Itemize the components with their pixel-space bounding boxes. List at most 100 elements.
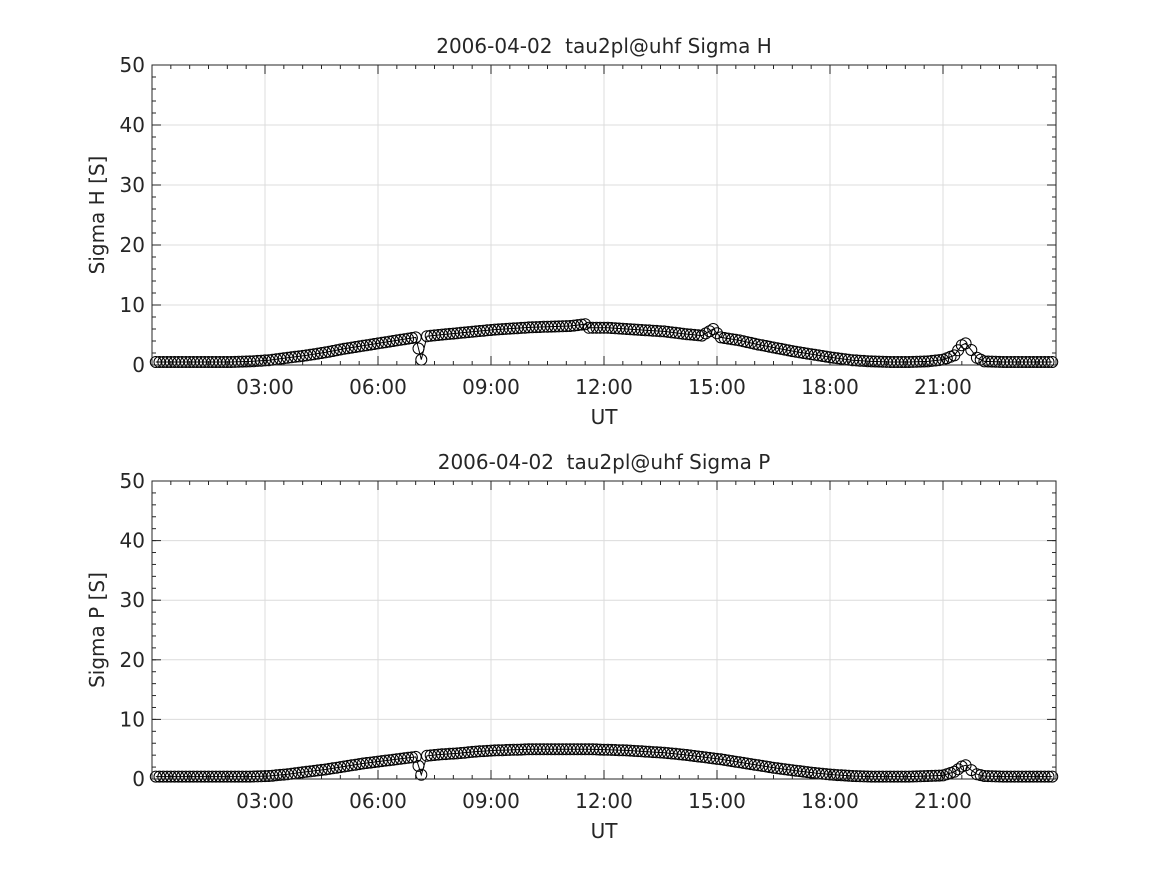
x-tick-label: 21:00 bbox=[914, 789, 972, 813]
data-point bbox=[323, 345, 335, 358]
data-point bbox=[801, 347, 814, 360]
data-point bbox=[756, 759, 769, 772]
axes-box bbox=[151, 480, 1057, 780]
data-point bbox=[793, 346, 806, 359]
data-point bbox=[711, 752, 723, 765]
data-point bbox=[726, 333, 739, 346]
y-tick-label: 30 bbox=[120, 173, 145, 197]
y-tick-label: 20 bbox=[120, 233, 145, 257]
chart-title: 2006-04-02 tau2pl@uhf Sigma H bbox=[436, 34, 772, 58]
data-point bbox=[405, 751, 418, 764]
data-point bbox=[752, 338, 765, 351]
data-point bbox=[379, 336, 392, 349]
data-point bbox=[760, 760, 772, 773]
x-tick-label: 18:00 bbox=[801, 789, 859, 813]
data-point bbox=[360, 339, 373, 352]
data-point bbox=[296, 349, 309, 362]
data-point bbox=[349, 341, 362, 353]
data-point bbox=[718, 332, 731, 344]
data-point bbox=[398, 333, 411, 346]
y-tick-label: 10 bbox=[120, 707, 145, 731]
data-point bbox=[368, 338, 381, 350]
data-point bbox=[820, 350, 833, 363]
y-tick-label: 0 bbox=[132, 767, 145, 791]
data-point bbox=[707, 323, 720, 335]
data-point bbox=[718, 753, 731, 766]
data-point bbox=[356, 339, 369, 352]
x-tick-label: 15:00 bbox=[688, 375, 746, 399]
y-tick-label: 50 bbox=[120, 53, 145, 77]
chart-title: 2006-04-02 tau2pl@uhf Sigma P bbox=[438, 450, 771, 474]
data-point bbox=[292, 350, 305, 363]
y-axis-label: Sigma H [S] bbox=[85, 156, 109, 275]
y-tick-label: 40 bbox=[120, 113, 145, 137]
y-tick-label: 30 bbox=[120, 588, 145, 612]
data-point bbox=[929, 354, 942, 367]
data-point bbox=[1042, 770, 1055, 783]
axes-box bbox=[151, 64, 1057, 366]
data-point bbox=[737, 756, 750, 769]
data-point bbox=[575, 318, 588, 331]
data-point bbox=[334, 343, 347, 356]
data-point bbox=[345, 341, 358, 354]
data-point bbox=[714, 331, 727, 344]
data-point bbox=[965, 344, 978, 356]
data-point bbox=[933, 769, 946, 782]
data-point bbox=[308, 348, 320, 361]
data-point bbox=[345, 759, 358, 772]
data-point bbox=[1038, 356, 1051, 368]
x-tick-label: 09:00 bbox=[462, 375, 520, 399]
data-point bbox=[808, 348, 821, 361]
data-point bbox=[353, 340, 366, 353]
data-point bbox=[341, 342, 354, 355]
data-point bbox=[1038, 770, 1051, 783]
data-point bbox=[744, 758, 757, 771]
x-tick-label: 09:00 bbox=[462, 789, 520, 813]
data-point bbox=[364, 338, 377, 351]
data-point bbox=[412, 759, 425, 772]
data-point bbox=[402, 332, 415, 345]
data-point bbox=[330, 344, 343, 357]
data-point bbox=[341, 759, 354, 772]
data-point bbox=[405, 332, 418, 344]
data-point bbox=[741, 336, 754, 349]
data-point bbox=[338, 760, 351, 773]
data-point bbox=[330, 761, 343, 774]
data-point bbox=[797, 347, 810, 359]
data-point bbox=[415, 768, 428, 781]
data-point bbox=[326, 762, 339, 775]
sigma-h-chart: 03:00 06:00 09:00 12:00 15:00 18:00 21:00 0 10 20… bbox=[85, 34, 1059, 429]
data-point bbox=[775, 342, 787, 355]
data-point bbox=[952, 763, 965, 776]
data-point bbox=[748, 758, 761, 771]
data-point bbox=[771, 342, 784, 355]
data-point bbox=[763, 340, 776, 353]
data-point bbox=[741, 757, 754, 770]
data-point bbox=[383, 335, 396, 348]
data-point bbox=[786, 345, 799, 358]
data-point bbox=[722, 754, 735, 767]
data-point bbox=[692, 329, 705, 342]
x-tick-label: 18:00 bbox=[801, 375, 859, 399]
y-tick-label: 0 bbox=[132, 353, 145, 377]
data-point bbox=[394, 333, 407, 346]
data-point bbox=[703, 325, 716, 338]
data-point bbox=[812, 349, 825, 362]
data-point bbox=[579, 318, 592, 331]
data-point bbox=[763, 761, 776, 774]
x-tick-label: 03:00 bbox=[236, 375, 294, 399]
data-point bbox=[372, 337, 384, 350]
y-axis-label: Sigma P [S] bbox=[85, 572, 109, 688]
data-point bbox=[1046, 356, 1059, 368]
y-tick-label: 20 bbox=[120, 648, 145, 672]
data-point bbox=[319, 763, 332, 776]
data-point bbox=[805, 348, 818, 361]
data-point bbox=[729, 333, 742, 346]
data-point bbox=[326, 345, 339, 357]
sigma-p-chart: 03:00 06:00 09:00 12:00 15:00 18:00 21:00 0 10 20… bbox=[85, 450, 1059, 843]
data-point bbox=[752, 759, 765, 772]
x-axis-label: UT bbox=[591, 819, 619, 843]
y-tick-label: 40 bbox=[120, 529, 145, 553]
data-point bbox=[733, 334, 746, 347]
x-tick-label: 12:00 bbox=[575, 375, 633, 399]
